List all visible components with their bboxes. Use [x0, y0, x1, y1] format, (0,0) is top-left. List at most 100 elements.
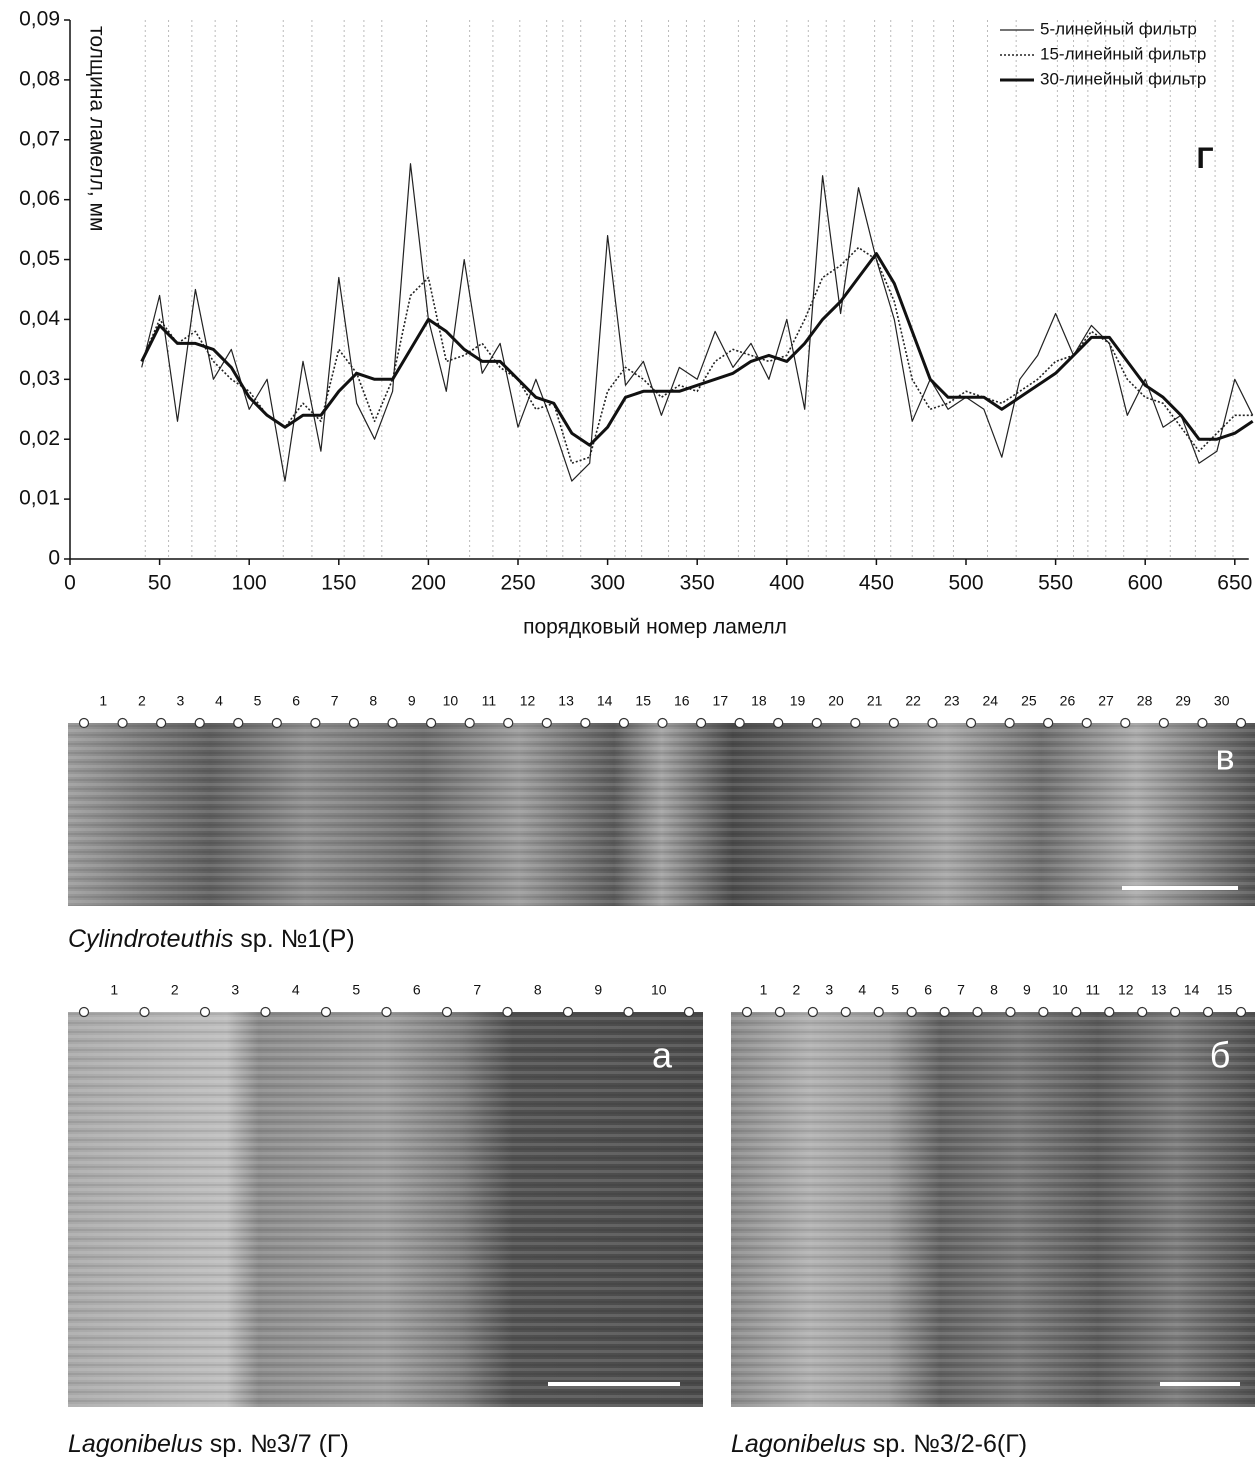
texture: [68, 723, 1255, 906]
marker-label: 3: [231, 982, 239, 998]
x-tick-label: 50: [148, 572, 171, 595]
marker-label: 3: [177, 693, 185, 709]
marker-label: 7: [957, 982, 965, 998]
y-tick-label: 0,09: [19, 8, 60, 31]
marker-label: 6: [413, 982, 421, 998]
boundary-marker: [194, 717, 205, 729]
caption-rest: sp. №3/7 (Г): [203, 1430, 349, 1458]
marker-label: 10: [443, 693, 459, 709]
y-tick-label: 0,06: [19, 187, 60, 210]
marker-label: 4: [215, 693, 223, 709]
marker-label: 8: [990, 982, 998, 998]
boundary-marker: [939, 1006, 950, 1018]
marker-label: 21: [867, 693, 883, 709]
boundary-marker: [271, 717, 282, 729]
caption-genus: Lagonibelus: [68, 1430, 203, 1458]
boundary-marker: [1137, 1006, 1148, 1018]
boundary-marker: [906, 1006, 917, 1018]
marker-label: 19: [790, 693, 806, 709]
x-tick-label: 600: [1128, 572, 1163, 595]
boundary-marker: [503, 717, 514, 729]
boundary-marker: [873, 1006, 884, 1018]
marker-label: 15: [1217, 982, 1233, 998]
caption: Lagonibelus sp. №3/7 (Г): [68, 1430, 349, 1458]
panel-letter: а: [652, 1035, 673, 1076]
marker-label: 8: [369, 693, 377, 709]
caption-genus: Lagonibelus: [731, 1430, 866, 1458]
x-tick-label: 450: [859, 572, 894, 595]
boundary-marker: [1004, 717, 1015, 729]
marker-label: 26: [1060, 693, 1076, 709]
y-tick-label: 0,07: [19, 127, 60, 150]
boundary-marker: [657, 717, 668, 729]
marker-label: 6: [924, 982, 932, 998]
marker-label: 5: [891, 982, 899, 998]
marker-label: 10: [651, 982, 667, 998]
series-line: [141, 163, 1254, 482]
marker-label: 22: [905, 693, 921, 709]
texture: [68, 1012, 703, 1407]
series-line: [140, 252, 1254, 447]
plot: 0 0,01 0,02 0,03 0,04 0,05 0,06 0,07 0,08 0,09 0 50…: [19, 8, 1254, 595]
boundary-marker: [773, 717, 784, 729]
boundary-marker: [1104, 1006, 1115, 1018]
x-tick-label: 150: [321, 572, 356, 595]
x-tick-label: 200: [411, 572, 446, 595]
boundary-marker: [1235, 717, 1247, 729]
caption-genus: Cylindroteuthis: [68, 925, 233, 953]
marker-label: 5: [352, 982, 360, 998]
boundary-marker: [850, 717, 861, 729]
boundary-marker: [1235, 1006, 1247, 1018]
marker-label: 17: [713, 693, 729, 709]
boundary-marker: [734, 717, 745, 729]
marker-label: 23: [944, 693, 960, 709]
boundary-marker: [387, 717, 398, 729]
marker-label: 15: [635, 693, 651, 709]
marker-label: 18: [751, 693, 767, 709]
caption: Lagonibelus sp. №3/2-6(Г): [731, 1430, 1027, 1458]
y-tick-label: 0,05: [19, 247, 60, 270]
boundary-marker: [1071, 1006, 1082, 1018]
marker-label: 12: [1118, 982, 1134, 998]
boundary-marker: [320, 1006, 332, 1018]
marker-label: 3: [825, 982, 833, 998]
x-tick-label: 100: [232, 572, 267, 595]
y-axis-title: толщина ламелл, мм: [85, 26, 108, 231]
marker-label: 1: [99, 693, 107, 709]
caption-rest: sp. №3/2-6(Г): [866, 1430, 1027, 1458]
marker-label: 27: [1098, 693, 1114, 709]
marker-label: 11: [482, 693, 497, 709]
boundary-marker: [1038, 1006, 1049, 1018]
boundary-marker: [381, 1006, 392, 1018]
boundary-marker: [1202, 1006, 1214, 1018]
boundary-marker: [1197, 717, 1208, 729]
x-tick-label: 0: [64, 572, 76, 595]
boundary-marker: [618, 717, 630, 729]
marker-label: 7: [473, 982, 481, 998]
boundary-marker: [811, 717, 822, 729]
x-tick-label: 250: [500, 572, 535, 595]
marker-label: 4: [292, 982, 300, 998]
marker-label: 2: [171, 982, 179, 998]
boundary-marker: [233, 717, 244, 729]
y-tick-label: 0,04: [19, 307, 60, 330]
boundary-marker: [1081, 717, 1092, 729]
boundary-marker: [927, 717, 938, 729]
marker-label: 9: [408, 693, 416, 709]
boundary-marker: [260, 1006, 271, 1018]
boundary-marker: [541, 717, 552, 729]
marker-label: 25: [1021, 693, 1037, 709]
boundary-marker: [580, 717, 591, 729]
boundary-marker: [1170, 1006, 1181, 1018]
boundary-marker: [840, 1006, 851, 1018]
boundary-marker: [965, 717, 977, 729]
marker-label: 4: [858, 982, 866, 998]
marker-label: 14: [597, 693, 613, 709]
x-tick-label: 550: [1038, 572, 1073, 595]
boundary-marker: [502, 1006, 513, 1018]
boundary-marker: [348, 717, 360, 729]
legend-label: 5-линейный фильтр: [1040, 19, 1197, 38]
marker-label: 9: [1023, 982, 1031, 998]
